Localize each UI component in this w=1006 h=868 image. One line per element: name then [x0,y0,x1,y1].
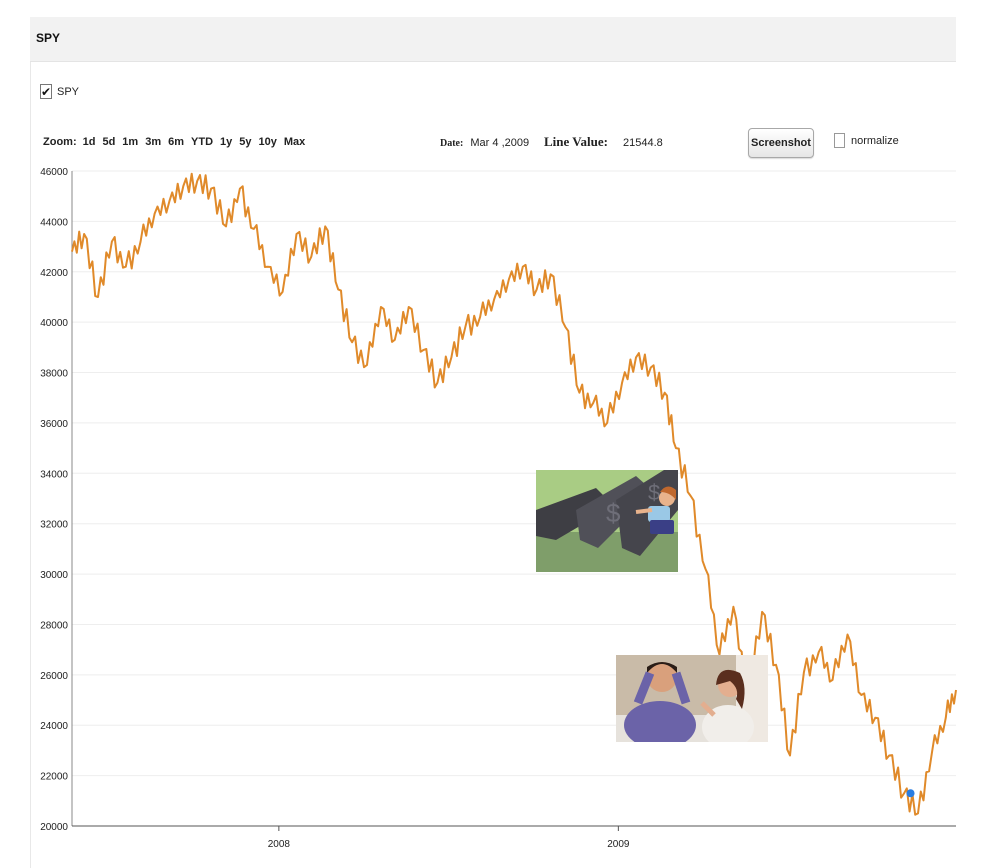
zoom-5d-button[interactable]: 5d [102,136,116,148]
y-tick-label: 38000 [40,369,68,380]
x-tick-label: 2009 [607,839,630,850]
zoom-5y-button[interactable]: 5y [239,136,252,148]
date-value: Mar 4 ,2009 [470,137,530,149]
y-tick-label: 40000 [40,318,68,329]
stressed-couple-photo [616,655,768,742]
zoom-ytd-button[interactable]: YTD [191,136,214,148]
chart-panel [30,62,957,868]
series-label: SPY [57,85,80,98]
y-tick-label: 30000 [40,570,68,581]
y-tick-label: 26000 [40,671,68,682]
line-value: 21544.8 [623,137,663,149]
y-tick-label: 32000 [40,520,68,531]
series-line-spy [71,172,957,816]
zoom-1y-button[interactable]: 1y [220,136,233,148]
y-tick-label: 46000 [40,167,68,178]
zoom-3m-button[interactable]: 3m [145,136,162,148]
y-tick-label: 20000 [40,822,68,833]
hover-marker [906,789,915,798]
date-readout: Date: Mar 4 ,2009 [440,137,529,149]
y-tick-label: 22000 [40,772,68,783]
zoom-max-button[interactable]: Max [283,136,306,148]
chart-title: SPY [36,31,61,45]
normalize-checkbox[interactable] [834,133,845,148]
chart-header: SPY [30,17,956,62]
zoom-1d-button[interactable]: 1d [82,136,96,148]
x-tick-label: 2008 [268,839,291,850]
series-toggle[interactable]: ✔ SPY [40,84,79,99]
normalize-label: normalize [851,134,899,147]
zoom-1m-button[interactable]: 1m [122,136,139,148]
zoom-10y-button[interactable]: 10y [258,136,277,148]
date-label: Date: [440,138,464,149]
zoom-label: Zoom: [43,136,77,148]
line-value-label: Line Value: [544,134,608,149]
y-tick-label: 42000 [40,268,68,279]
screenshot-button[interactable]: Screenshot [748,128,814,158]
y-tick-label: 36000 [40,419,68,430]
y-tick-label: 24000 [40,721,68,732]
y-tick-label: 28000 [40,620,68,631]
zoom-bar: Zoom: 1d 5d 1m 3m 6m YTD 1y 5y 10y Max [43,136,312,148]
series-checkbox[interactable]: ✔ [40,84,52,99]
y-tick-label: 44000 [40,217,68,228]
normalize-toggle[interactable]: normalize [834,133,899,148]
line-value-readout: Line Value: 21544.8 [544,134,663,150]
svg-text:$: $ [606,498,621,528]
y-tick-label: 34000 [40,469,68,480]
money-cartoon-image: $ $ [536,470,678,572]
svg-text:$: $ [648,480,660,505]
zoom-6m-button[interactable]: 6m [168,136,185,148]
